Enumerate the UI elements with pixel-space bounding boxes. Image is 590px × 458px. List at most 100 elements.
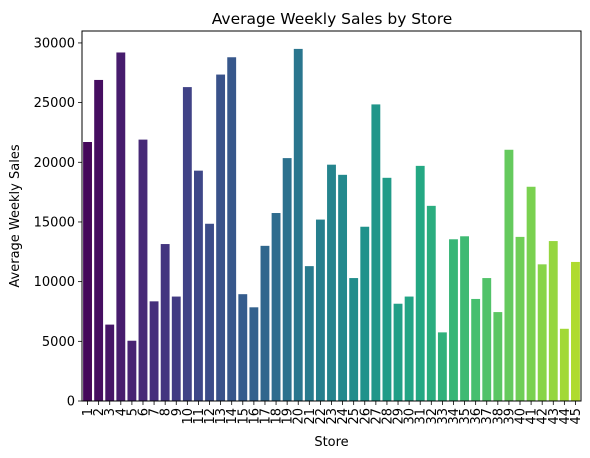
bar-store-6 xyxy=(138,139,148,402)
bar-store-30 xyxy=(404,296,414,401)
x-tick-label: 32 xyxy=(425,408,440,425)
x-tick-label: 9 xyxy=(170,408,185,416)
y-tick-label: 5000 xyxy=(42,335,75,350)
x-tick-label: 36 xyxy=(469,408,484,425)
bar-store-38 xyxy=(493,312,503,401)
x-tick-label: 20 xyxy=(292,408,307,425)
bar-store-8 xyxy=(160,244,170,401)
bar-store-33 xyxy=(437,332,447,401)
bar-store-20 xyxy=(293,48,303,402)
bar-store-28 xyxy=(382,177,392,401)
bar-store-27 xyxy=(371,104,381,402)
x-tick-label: 12 xyxy=(203,408,218,425)
y-axis-title: Average Weekly Sales xyxy=(8,144,23,287)
bar-store-16 xyxy=(249,307,259,401)
x-tick-label: 37 xyxy=(480,408,495,425)
bar-store-35 xyxy=(460,236,469,401)
x-tick-label: 45 xyxy=(569,408,584,425)
x-tick-label: 44 xyxy=(558,408,573,425)
bar-store-15 xyxy=(238,294,248,401)
x-tick-label: 40 xyxy=(514,408,529,425)
bar-store-22 xyxy=(315,219,325,401)
bar-store-13 xyxy=(216,74,226,401)
x-axis-title: Store xyxy=(314,435,348,450)
x-tick-label: 30 xyxy=(403,408,418,425)
bar-store-4 xyxy=(116,52,126,401)
x-tick-label: 24 xyxy=(336,408,351,425)
y-axis: 0 5000 10000 15000 20000 25000 30000 xyxy=(34,36,82,410)
bar-store-25 xyxy=(349,278,359,401)
x-tick-label: 42 xyxy=(536,408,551,425)
x-tick-label: 22 xyxy=(314,408,329,425)
bar-store-42 xyxy=(537,264,547,401)
x-tick-label: 7 xyxy=(148,408,163,416)
x-tick-label: 18 xyxy=(270,408,285,425)
bar-store-10 xyxy=(182,87,192,401)
bar-store-2 xyxy=(94,79,104,401)
x-tick-label: 29 xyxy=(392,408,407,425)
x-axis: 1234567891011121314151617181920212223242… xyxy=(81,401,584,425)
x-tick-label: 5 xyxy=(125,408,140,416)
bar-store-44 xyxy=(559,328,569,401)
bar-store-18 xyxy=(271,213,281,401)
bar-store-11 xyxy=(194,170,203,401)
x-tick-label: 3 xyxy=(103,408,118,416)
bar-store-23 xyxy=(327,164,336,401)
x-tick-label: 21 xyxy=(303,408,318,425)
x-tick-label: 4 xyxy=(114,408,129,416)
bars-group xyxy=(83,48,580,402)
x-tick-label: 26 xyxy=(358,408,373,425)
x-tick-label: 28 xyxy=(380,408,395,425)
x-tick-label: 14 xyxy=(225,408,240,425)
chart-title: Average Weekly Sales by Store xyxy=(212,10,453,28)
x-tick-label: 39 xyxy=(502,408,517,425)
x-tick-label: 13 xyxy=(214,408,229,425)
bar-store-7 xyxy=(149,301,159,401)
x-tick-label: 6 xyxy=(136,408,151,416)
bar-store-43 xyxy=(548,241,558,401)
bar-store-31 xyxy=(415,165,425,401)
bar-store-37 xyxy=(482,278,492,401)
bar-store-34 xyxy=(449,239,458,401)
x-tick-label: 35 xyxy=(458,408,473,425)
x-tick-label: 34 xyxy=(447,408,462,425)
y-tick-label: 10000 xyxy=(34,275,75,290)
y-tick-label: 0 xyxy=(67,395,75,410)
y-tick-label: 30000 xyxy=(34,36,75,51)
x-tick-label: 10 xyxy=(181,408,196,425)
bar-store-29 xyxy=(393,303,403,401)
bar-store-14 xyxy=(227,57,237,401)
bar-store-39 xyxy=(504,149,514,401)
x-tick-label: 23 xyxy=(325,408,340,425)
x-tick-label: 38 xyxy=(491,408,506,425)
x-tick-label: 19 xyxy=(281,408,296,425)
bar-store-3 xyxy=(105,324,115,401)
x-tick-label: 41 xyxy=(525,408,540,425)
x-tick-label: 2 xyxy=(92,408,107,416)
x-tick-label: 31 xyxy=(414,408,429,425)
x-tick-label: 27 xyxy=(369,408,384,425)
x-tick-label: 15 xyxy=(236,408,251,425)
x-tick-label: 11 xyxy=(192,408,207,425)
y-tick-label: 25000 xyxy=(34,96,75,111)
bar-store-1 xyxy=(83,142,92,401)
bar-store-12 xyxy=(205,223,214,401)
bar-store-9 xyxy=(171,296,181,401)
x-tick-label: 1 xyxy=(81,408,96,416)
bar-store-17 xyxy=(260,245,270,401)
bar-store-45 xyxy=(571,261,580,401)
x-tick-label: 25 xyxy=(347,408,362,425)
bar-store-21 xyxy=(304,266,314,401)
x-tick-label: 17 xyxy=(258,408,273,425)
x-tick-label: 43 xyxy=(547,408,562,425)
bar-store-41 xyxy=(526,186,536,401)
x-tick-label: 33 xyxy=(436,408,451,425)
bar-store-19 xyxy=(282,158,292,401)
bar-store-24 xyxy=(338,174,348,401)
bar-store-36 xyxy=(471,298,481,401)
plot-frame xyxy=(81,30,582,402)
bar-store-5 xyxy=(127,340,137,401)
bar-store-40 xyxy=(515,236,525,401)
y-tick-label: 20000 xyxy=(34,156,75,171)
